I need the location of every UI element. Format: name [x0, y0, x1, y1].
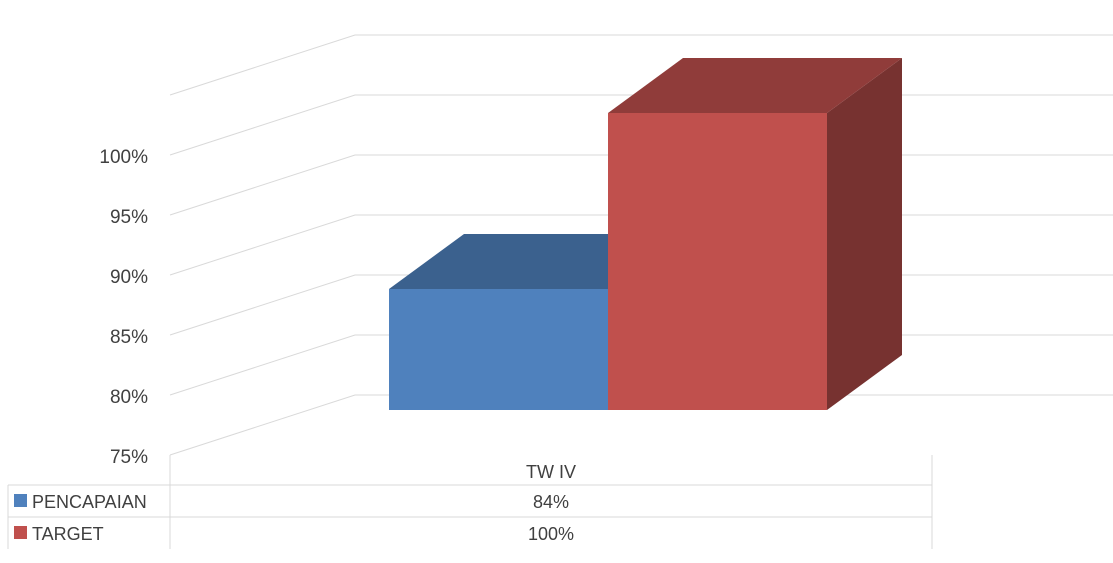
- bars: [389, 58, 902, 410]
- gridline: [169, 394, 1113, 456]
- bar-top-face: [608, 58, 902, 113]
- y-tick-label: 95%: [110, 207, 148, 228]
- gridlines: [169, 34, 1113, 456]
- gridline: [169, 34, 1113, 96]
- data-table: TW IV PENCAPAIAN 84% TARGET 100%: [7, 455, 933, 549]
- series-name: PENCAPAIAN: [32, 492, 147, 512]
- y-tick-label: 75%: [110, 447, 148, 468]
- legend-swatch: [14, 494, 27, 507]
- bar-front-face: [608, 113, 827, 410]
- y-tick-label: 85%: [110, 327, 148, 348]
- y-tick-label: 90%: [110, 267, 148, 288]
- data-label: 84%: [533, 492, 569, 512]
- legend-swatch: [14, 526, 27, 539]
- bar-target: [608, 58, 902, 410]
- x-category-label: TW IV: [526, 462, 576, 482]
- data-label: 100%: [528, 524, 574, 544]
- bar-front-face: [389, 289, 608, 410]
- series-name: TARGET: [32, 524, 104, 544]
- y-axis-tick-labels: 75% 80% 85% 90% 95% 100%: [99, 147, 148, 468]
- y-tick-label: 100%: [99, 147, 148, 168]
- y-tick-label: 80%: [110, 387, 148, 408]
- bar-side-face: [827, 58, 902, 410]
